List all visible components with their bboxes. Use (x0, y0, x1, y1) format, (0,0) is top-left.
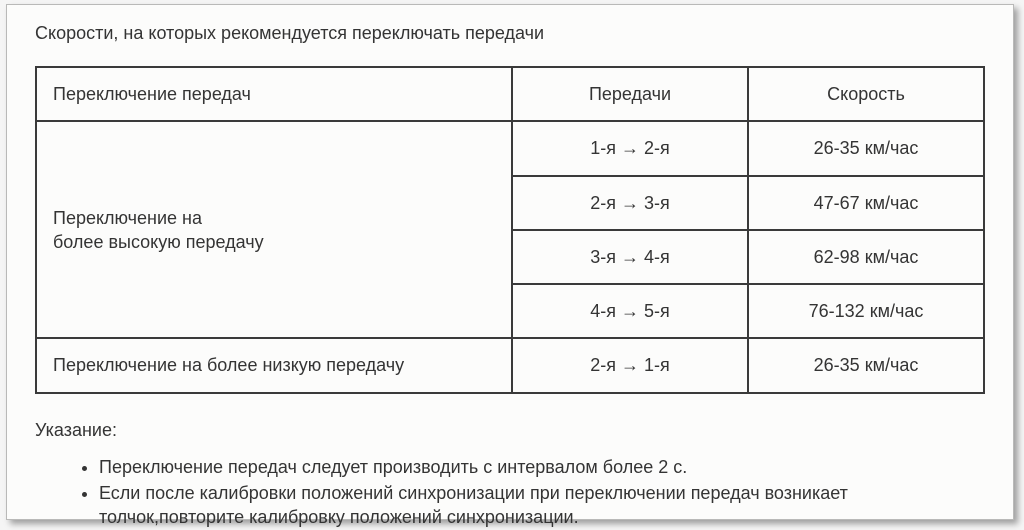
note-item: Переключение передач следует производить… (99, 455, 987, 479)
note-item: Если после калибровки положений синхрони… (99, 481, 987, 530)
cell-gear: 1-я → 2-я (512, 121, 748, 175)
cell-speed: 26-35 км/час (748, 338, 984, 392)
cell-downshift-lead: Переключение на более низкую передачу (36, 338, 512, 392)
cell-gear: 3-я → 4-я (512, 230, 748, 284)
cell-gear: 2-я → 1-я (512, 338, 748, 392)
note-list: Переключение передач следует производить… (35, 455, 987, 530)
cell-speed: 62-98 км/час (748, 230, 984, 284)
col-header-gear: Передачи (512, 67, 748, 121)
page-title: Скорости, на которых рекомендуется перек… (35, 23, 987, 44)
cell-gear: 2-я → 3-я (512, 176, 748, 230)
cell-gear: 4-я → 5-я (512, 284, 748, 338)
col-header-shift: Переключение передач (36, 67, 512, 121)
cell-speed: 47-67 км/час (748, 176, 984, 230)
table-header-row: Переключение передач Передачи Скорость (36, 67, 984, 121)
cell-upshift-lead: Переключение наболее высокую передачу (36, 121, 512, 338)
table-row: Переключение на более низкую передачу 2-… (36, 338, 984, 392)
gear-shift-table: Переключение передач Передачи Скорость П… (35, 66, 985, 394)
cell-speed: 26-35 км/час (748, 121, 984, 175)
table-row: Переключение наболее высокую передачу 1-… (36, 121, 984, 175)
col-header-speed: Скорость (748, 67, 984, 121)
info-card: Скорости, на которых рекомендуется перек… (6, 4, 1014, 520)
note-title: Указание: (35, 420, 987, 441)
cell-speed: 76-132 км/час (748, 284, 984, 338)
